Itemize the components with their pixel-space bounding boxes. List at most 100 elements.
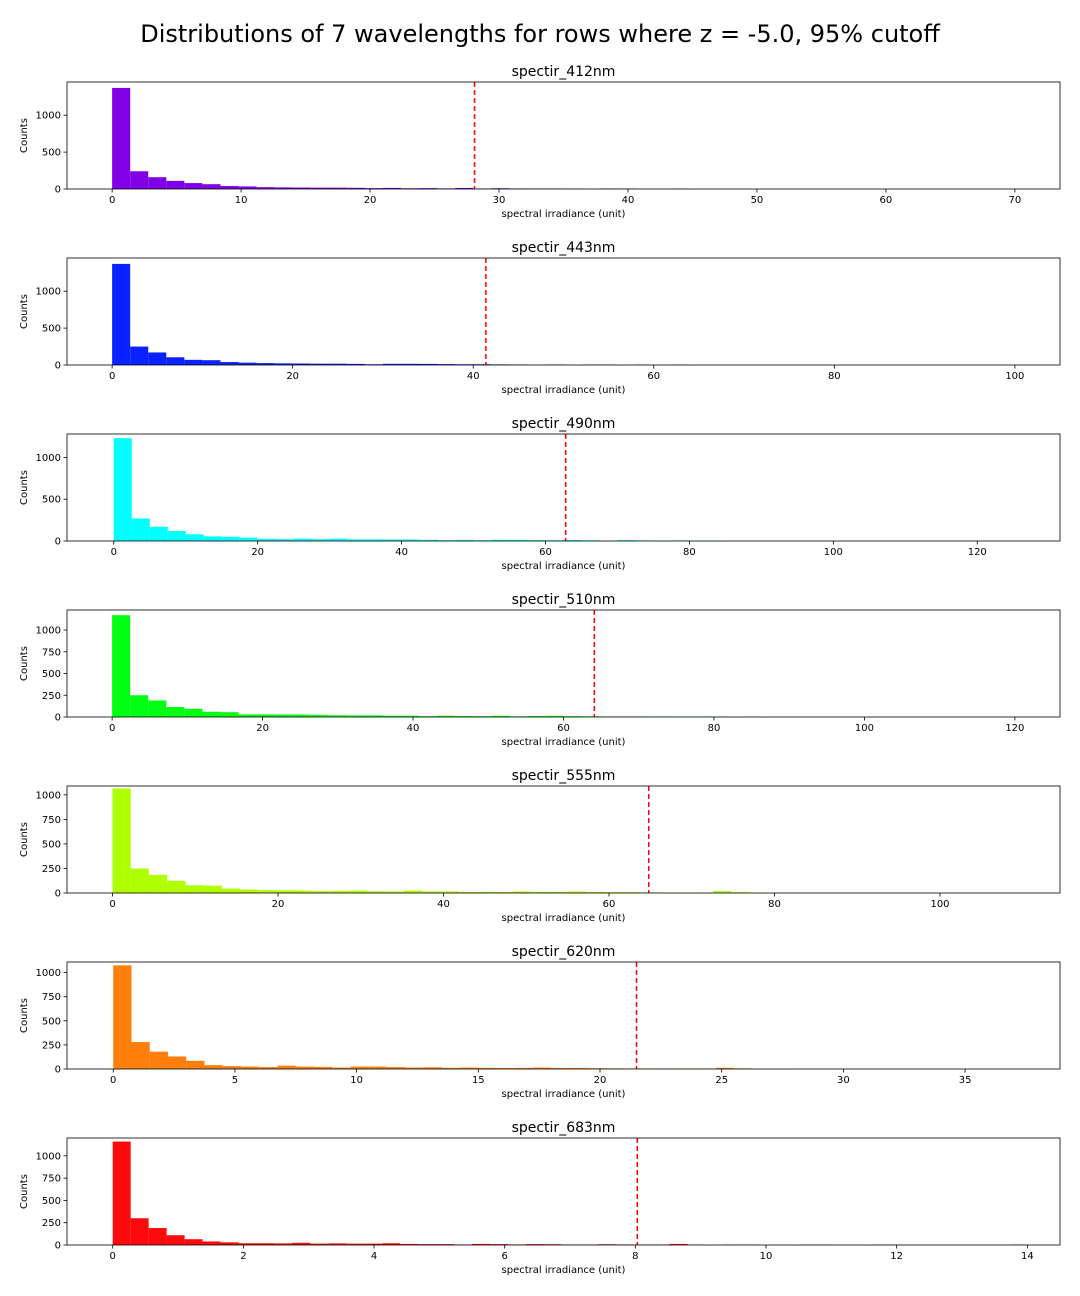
x-tick-label: 60 (647, 371, 660, 382)
y-tick-label: 0 (55, 889, 61, 900)
histogram-bar (473, 540, 492, 541)
histogram-bar (531, 891, 550, 893)
subplot-title: spectir_490nm (512, 416, 616, 432)
histogram-bar (346, 187, 365, 189)
y-tick-label: 500 (42, 495, 61, 506)
subplot-4: spectir_510nm 0 20 40 60 80 100 120 0 250 500 750 10… (19, 592, 1061, 748)
y-axis-label: Counts (19, 470, 30, 505)
histogram-bar (310, 1243, 329, 1245)
histogram-bar (241, 1066, 260, 1069)
histogram-bar (220, 1242, 239, 1245)
histogram-bar (715, 1067, 734, 1069)
x-tick-label: 4 (371, 1251, 377, 1262)
y-tick-label: 750 (42, 815, 61, 826)
x-tick-label: 60 (557, 723, 570, 734)
x-tick-label: 0 (111, 547, 117, 558)
x-tick-label: 14 (1021, 1251, 1034, 1262)
plot-frame (66, 609, 1061, 718)
x-tick-label: 12 (890, 1251, 903, 1262)
x-tick-label: 100 (824, 547, 843, 558)
histogram-bar (329, 538, 348, 541)
histogram-bar (202, 360, 221, 365)
histogram-bar (148, 352, 167, 365)
histogram-bar (202, 184, 221, 189)
y-axis-label: Counts (19, 1174, 30, 1209)
y-axis-label: Counts (19, 822, 30, 857)
histogram-bar (437, 715, 456, 717)
x-tick-label: 35 (959, 1075, 972, 1086)
x-axis-label: spectral irradiance (unit) (502, 737, 626, 748)
histogram-bar (256, 1243, 275, 1245)
y-tick-label: 750 (42, 992, 61, 1003)
histogram-bar (274, 714, 293, 717)
bars (112, 87, 690, 189)
histogram-bar (130, 695, 149, 717)
histogram-bar (367, 891, 386, 893)
histogram-bar (131, 518, 150, 541)
histogram-bar (256, 187, 275, 189)
x-tick-label: 40 (437, 899, 450, 910)
histogram-bar (185, 534, 204, 541)
histogram-bar (400, 1243, 419, 1245)
x-tick-label: 60 (539, 547, 552, 558)
x-tick-label: 30 (493, 195, 506, 206)
histogram-bar (423, 1067, 442, 1069)
histogram-bar (220, 186, 239, 189)
histogram-bar (385, 891, 404, 893)
subplot-title: spectir_620nm (512, 944, 616, 960)
histogram-bar (364, 1243, 383, 1245)
histogram-bar (437, 364, 456, 365)
y-axis-label: Counts (19, 998, 30, 1033)
histogram-bar (346, 363, 365, 365)
x-tick-label: 10 (235, 195, 248, 206)
histogram-bar (311, 539, 330, 541)
histogram-bar (276, 890, 295, 893)
histogram-bar (350, 1066, 369, 1069)
histogram-bar (401, 715, 420, 717)
histogram-bar (567, 891, 586, 893)
histogram-bar (563, 716, 582, 717)
histogram-bar (527, 540, 546, 541)
histogram-bar (436, 1244, 455, 1245)
y-tick-label: 500 (42, 1016, 61, 1027)
histogram-bar (130, 868, 149, 893)
x-tick-label: 80 (708, 723, 721, 734)
histogram-bar (274, 187, 293, 189)
histogram-bar (166, 706, 185, 717)
y-tick-label: 750 (42, 647, 61, 658)
histogram-bar (112, 615, 131, 717)
histogram-bar (382, 715, 402, 717)
histogram-bar (148, 1228, 167, 1245)
y-tick-label: 1000 (36, 287, 61, 298)
x-tick-label: 5 (232, 1075, 238, 1086)
histogram-bar (256, 714, 275, 717)
histogram-bar (387, 1067, 406, 1069)
x-tick-label: 100 (930, 899, 949, 910)
histogram-bar (328, 1243, 347, 1245)
histogram-bar (312, 891, 331, 893)
histogram-bar (545, 715, 564, 717)
histogram-bar (347, 539, 366, 541)
histogram-bar (294, 890, 313, 893)
histogram-bar (332, 1067, 351, 1069)
x-tick-label: 0 (109, 899, 115, 910)
histogram-bar (292, 714, 311, 717)
subplot-title: spectir_683nm (512, 1120, 616, 1136)
bars (112, 615, 763, 717)
histogram-bar (292, 1242, 311, 1245)
histogram-bar (455, 715, 474, 717)
histogram-bar (533, 1067, 552, 1069)
histogram-bar (549, 891, 568, 893)
histogram-bar (275, 539, 294, 541)
x-tick-label: 0 (110, 1251, 116, 1262)
bars (112, 1141, 1029, 1245)
x-tick-label: 20 (272, 899, 285, 910)
subplot-title: spectir_443nm (512, 240, 616, 256)
subplot-1: spectir_412nm 0 10 20 30 40 50 60 70 0 500 1000 spec… (19, 64, 1061, 220)
histogram-bar (112, 788, 131, 893)
histogram-bar (382, 1243, 401, 1245)
x-axis-label: spectral irradiance (unit) (502, 1265, 626, 1276)
histogram-bar (203, 536, 222, 541)
histogram-bar (364, 715, 383, 717)
histogram-bar (328, 715, 347, 717)
